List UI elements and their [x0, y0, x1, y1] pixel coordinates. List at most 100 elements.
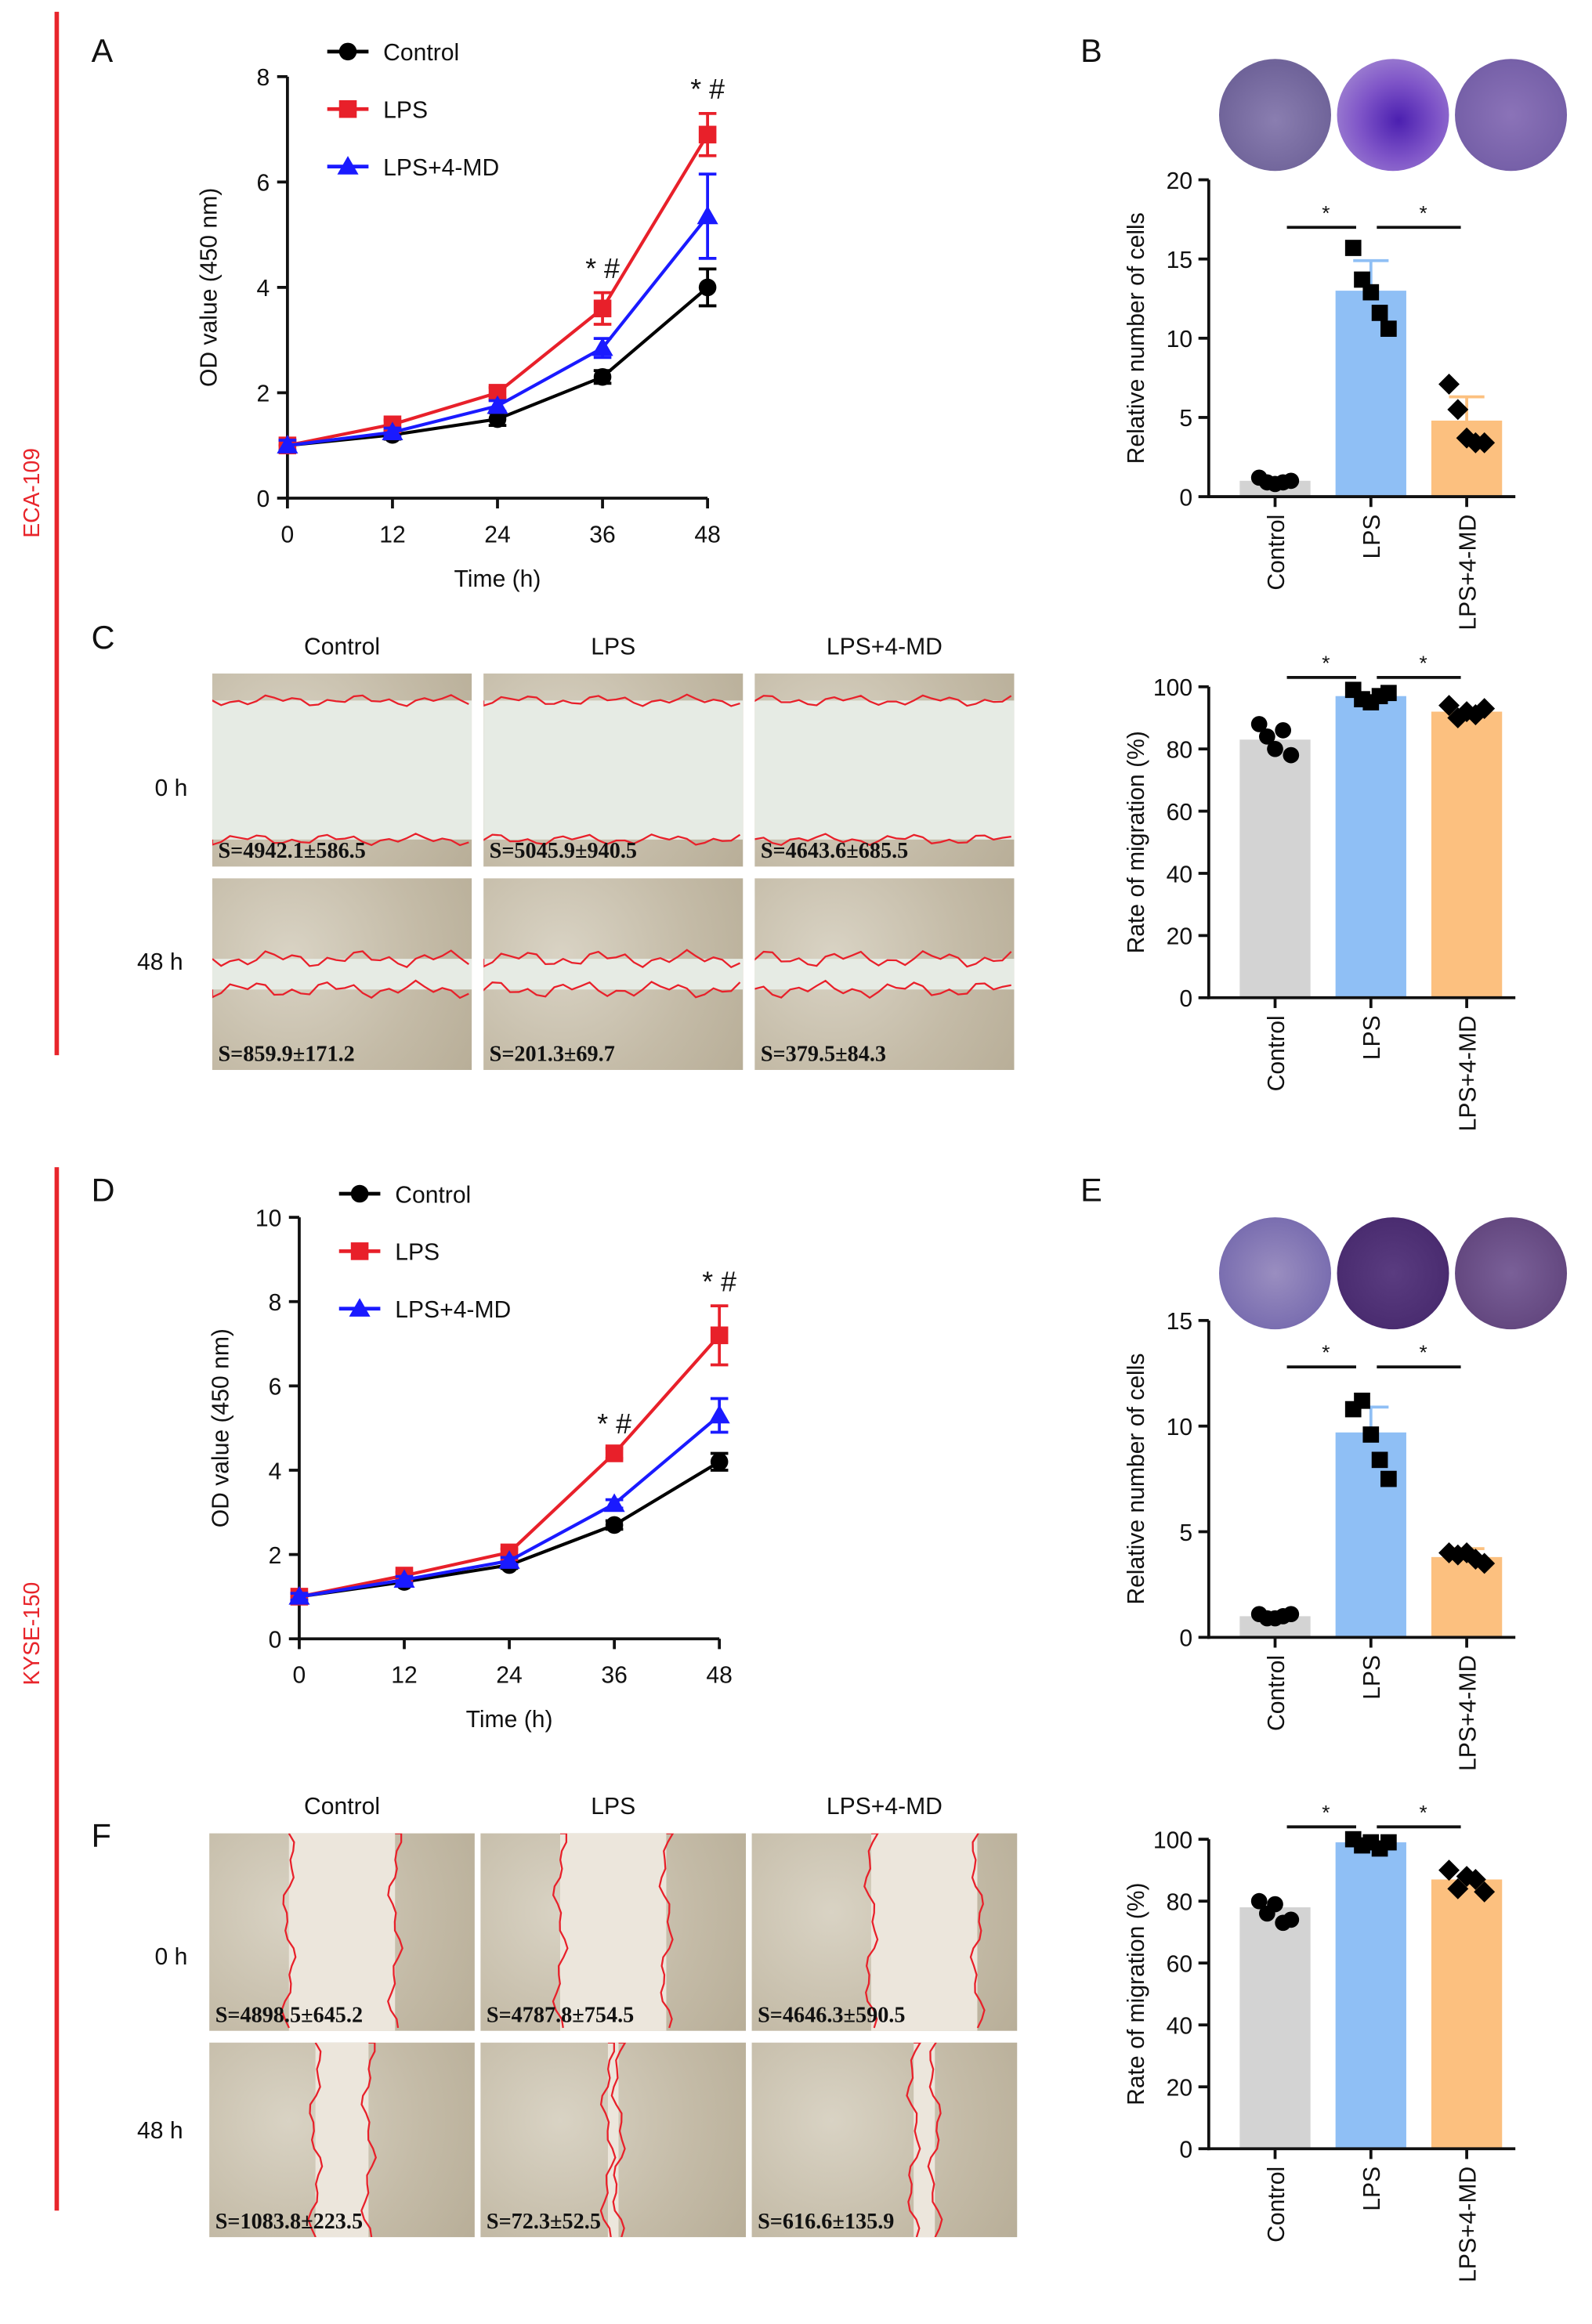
- y-tick-label: 8: [269, 1290, 282, 1316]
- scratch-image: S=201.3±69.7: [483, 878, 744, 1070]
- y-tick-label: 4: [257, 276, 270, 302]
- data-point: [393, 1569, 415, 1588]
- y-tick-label: 6: [257, 171, 270, 197]
- data-point: [1283, 746, 1300, 764]
- transwell-dish-control: [1219, 1217, 1331, 1330]
- significance-annotation: * #: [702, 1266, 736, 1297]
- data-point: [1267, 740, 1283, 757]
- x-tick-label: 24: [484, 522, 510, 548]
- panel-label-a: A: [91, 32, 114, 70]
- x-tick-label: LPS+4-MD: [1455, 1655, 1481, 1771]
- y-tick-label: 2: [269, 1543, 282, 1569]
- transwell-dish-lps: [1337, 1217, 1449, 1330]
- panel-label-b: B: [1080, 32, 1102, 70]
- wound-area-caption: S=201.3±69.7: [489, 1043, 615, 1068]
- y-tick-label: 15: [1167, 1309, 1192, 1335]
- data-point: [1283, 1606, 1300, 1623]
- scratch-image: S=379.5±84.3: [754, 878, 1015, 1070]
- wound-outline: [307, 2042, 377, 2238]
- y-axis-label: Relative number of cells: [1123, 212, 1149, 464]
- y-tick-label: 10: [255, 1205, 281, 1231]
- column-header: LPS: [591, 1795, 636, 1820]
- y-tick-label: 80: [1167, 1889, 1192, 1915]
- scratch-image: S=4898.5±645.2: [209, 1833, 475, 2031]
- wound-area-caption: S=4898.5±645.2: [215, 2004, 364, 2028]
- data-point: [603, 1493, 625, 1513]
- y-tick-label: 100: [1153, 1827, 1192, 1853]
- data-point: [1380, 1834, 1397, 1851]
- data-point: [1267, 1896, 1283, 1913]
- data-point: [708, 1404, 730, 1424]
- bar-lps-4-md: [1431, 1556, 1503, 1638]
- legend-label: LPS: [383, 98, 428, 124]
- legend-label: LPS: [395, 1240, 440, 1266]
- legend-marker: [349, 1298, 371, 1317]
- panel-label-e: E: [1080, 1171, 1102, 1209]
- x-tick-label: Control: [1264, 1015, 1290, 1091]
- transwell-dish-lps-4md: [1455, 1217, 1568, 1330]
- data-point: [710, 1452, 729, 1471]
- x-tick-label: LPS: [1359, 515, 1385, 559]
- transwell-dish-lps: [1337, 59, 1449, 172]
- significance-annotation: * #: [585, 253, 620, 284]
- data-point: [1258, 728, 1275, 745]
- data-point: [698, 278, 717, 297]
- scratch-image: S=5045.9±940.5: [483, 673, 744, 867]
- y-tick-label: 20: [1167, 924, 1192, 950]
- data-point: [710, 1326, 729, 1345]
- wound-outline: [906, 2042, 943, 2238]
- data-point: [1456, 1542, 1478, 1563]
- data-point: [1250, 1892, 1268, 1910]
- data-point: [1275, 722, 1292, 739]
- x-tick-label: 12: [391, 1663, 417, 1689]
- x-tick-label: Control: [1264, 2167, 1290, 2243]
- scratch-image: S=616.6±135.9: [751, 2042, 1018, 2238]
- y-tick-label: 0: [269, 1628, 282, 1654]
- cell-line-bar-eca109: [54, 12, 60, 1056]
- data-point: [498, 1550, 520, 1569]
- data-point: [1456, 701, 1478, 722]
- x-tick-label: 0: [293, 1663, 306, 1689]
- significance-star: *: [1322, 1801, 1330, 1824]
- bar-lps-4-md: [1431, 1879, 1503, 2149]
- y-tick-label: 5: [1179, 406, 1192, 432]
- x-tick-label: Control: [1264, 515, 1290, 591]
- wound-outline: [754, 949, 1015, 999]
- y-tick-label: 0: [1179, 1626, 1192, 1652]
- wound-outline: [483, 949, 744, 999]
- cell-line-bar-kyse150: [54, 1167, 60, 2211]
- legend-label: LPS+4-MD: [395, 1297, 511, 1323]
- y-axis-label: OD value (450 nm): [208, 1328, 234, 1527]
- significance-star: *: [1322, 1341, 1330, 1364]
- x-tick-label: 0: [281, 522, 295, 548]
- wound-outline: [754, 694, 1015, 847]
- legend-label: Control: [395, 1182, 471, 1208]
- legend-marker: [338, 42, 357, 61]
- data-point: [488, 384, 507, 402]
- x-axis-label: Time (h): [466, 1707, 553, 1733]
- bar-lps: [1335, 1842, 1406, 2149]
- data-point: [1283, 1911, 1300, 1928]
- data-point: [1354, 1392, 1370, 1409]
- data-point: [592, 337, 613, 356]
- x-tick-label: 36: [601, 1663, 627, 1689]
- y-tick-label: 5: [1179, 1520, 1192, 1546]
- scratch-image: S=859.9±171.2: [212, 878, 472, 1070]
- transwell-dish-lps-4md: [1455, 59, 1568, 172]
- data-point: [696, 205, 718, 225]
- row-label: 0 h: [154, 776, 188, 802]
- scratch-image: S=4643.6±685.5: [754, 673, 1015, 867]
- x-tick-label: 48: [706, 1663, 732, 1689]
- x-tick-label: LPS: [1359, 2167, 1385, 2211]
- x-tick-label: LPS+4-MD: [1455, 2167, 1481, 2282]
- y-tick-label: 0: [1179, 986, 1192, 1012]
- y-tick-label: 8: [257, 65, 270, 91]
- y-axis-label: Relative number of cells: [1123, 1354, 1149, 1605]
- data-point: [1438, 374, 1460, 395]
- bar-lps: [1335, 1432, 1406, 1638]
- column-header: LPS+4-MD: [826, 1795, 943, 1820]
- significance-star: *: [1322, 201, 1330, 225]
- x-tick-label: LPS+4-MD: [1455, 1015, 1481, 1131]
- panel-label-f: F: [91, 1816, 111, 1854]
- x-tick-label: LPS: [1359, 1015, 1385, 1060]
